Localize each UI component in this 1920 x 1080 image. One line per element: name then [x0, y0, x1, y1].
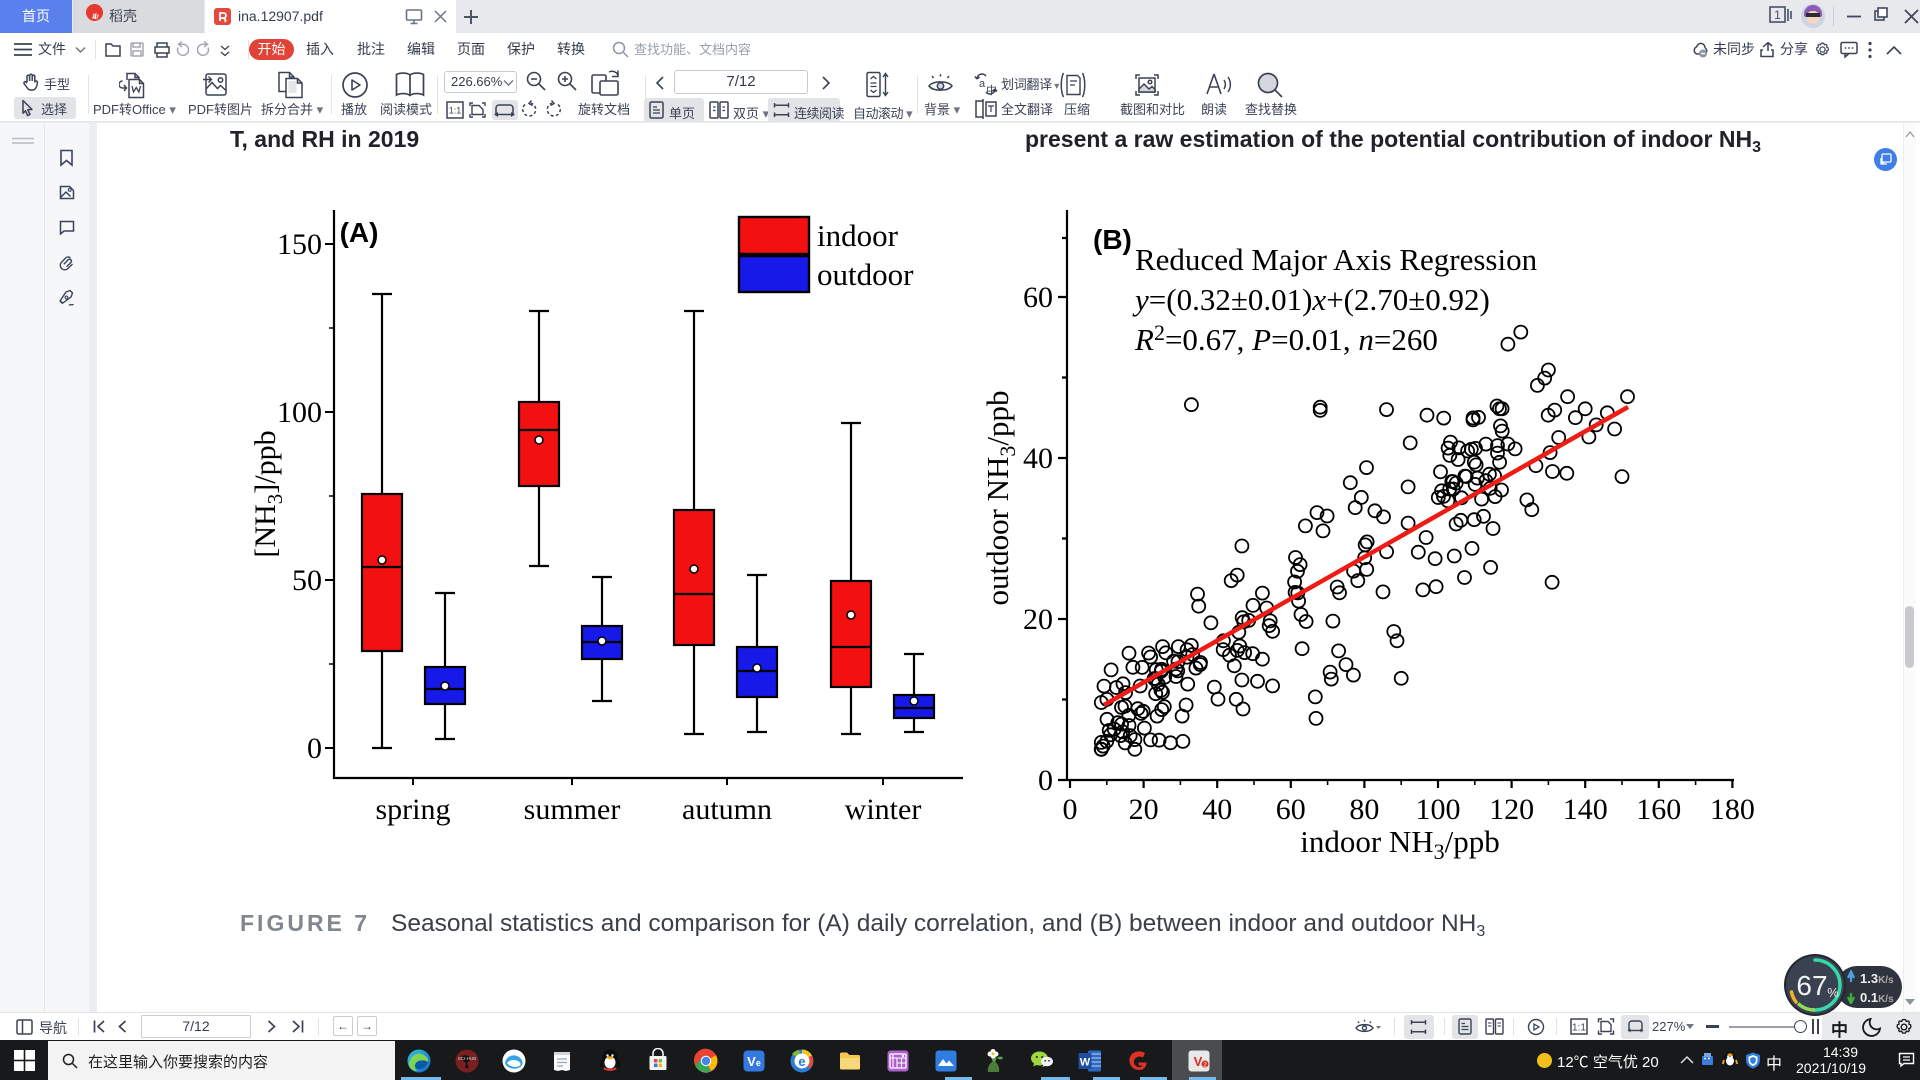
svg-text:150: 150	[277, 228, 322, 261]
svg-text:20: 20	[1129, 793, 1159, 826]
svg-text:[NH3]/ppb: [NH3]/ppb	[249, 430, 287, 557]
svg-text:(B): (B)	[1093, 224, 1132, 255]
svg-text:180: 180	[1710, 793, 1755, 826]
svg-text:winter: winter	[845, 793, 922, 826]
svg-text:(A): (A)	[340, 217, 379, 248]
svg-text:100: 100	[277, 396, 322, 429]
svg-text:R2=0.67, P=0.01, n=260: R2=0.67, P=0.01, n=260	[1134, 320, 1438, 357]
svg-text:120: 120	[1489, 793, 1534, 826]
svg-text:160: 160	[1636, 793, 1681, 826]
svg-text:60: 60	[1023, 281, 1053, 314]
svg-text:1:1: 1:1	[1572, 1023, 1586, 1034]
svg-text:1: 1	[1774, 8, 1781, 22]
svg-text:67: 67	[1796, 970, 1827, 1001]
svg-text:indoor: indoor	[817, 218, 899, 253]
svg-text:Ve: Ve	[747, 1054, 761, 1069]
svg-text:y=(0.32±0.01)x+(2.70±0.92): y=(0.32±0.01)x+(2.70±0.92)	[1132, 282, 1490, 317]
svg-text:0.1K/s: 0.1K/s	[1860, 990, 1894, 1004]
svg-text:summer: summer	[524, 793, 621, 826]
svg-text:indoor NH3/ppb: indoor NH3/ppb	[1300, 824, 1500, 864]
svg-text:outdoor: outdoor	[817, 257, 914, 292]
svg-text:140: 140	[1563, 793, 1608, 826]
svg-text:%: %	[1827, 985, 1839, 1000]
svg-text:100: 100	[1416, 793, 1461, 826]
svg-text:80: 80	[1349, 793, 1379, 826]
svg-text:W: W	[1080, 1057, 1091, 1069]
svg-text:0: 0	[1038, 764, 1053, 797]
svg-text:中: 中	[986, 84, 997, 96]
svg-text:2: 2	[1203, 1063, 1207, 1069]
svg-text:1:1: 1:1	[449, 106, 462, 116]
svg-text:1.3K/s: 1.3K/s	[1860, 971, 1894, 986]
svg-text:a: a	[979, 78, 986, 90]
svg-text:40: 40	[1202, 793, 1232, 826]
svg-text:0: 0	[1063, 793, 1078, 826]
svg-text:autumn: autumn	[682, 793, 772, 826]
svg-text:20: 20	[1023, 603, 1053, 636]
svg-text:0: 0	[307, 732, 322, 765]
svg-text:spring: spring	[376, 793, 451, 826]
svg-text:60: 60	[1276, 793, 1306, 826]
svg-text:50: 50	[292, 564, 322, 597]
svg-text:outdoor NH3/ppb: outdoor NH3/ppb	[980, 390, 1020, 605]
svg-text:SCI-HUB: SCI-HUB	[458, 1056, 477, 1061]
svg-text:Reduced Major Axis Regression: Reduced Major Axis Regression	[1135, 242, 1538, 277]
svg-text:V: V	[1194, 1054, 1203, 1069]
svg-text:e: e	[798, 1054, 805, 1069]
svg-text:40: 40	[1023, 442, 1053, 475]
